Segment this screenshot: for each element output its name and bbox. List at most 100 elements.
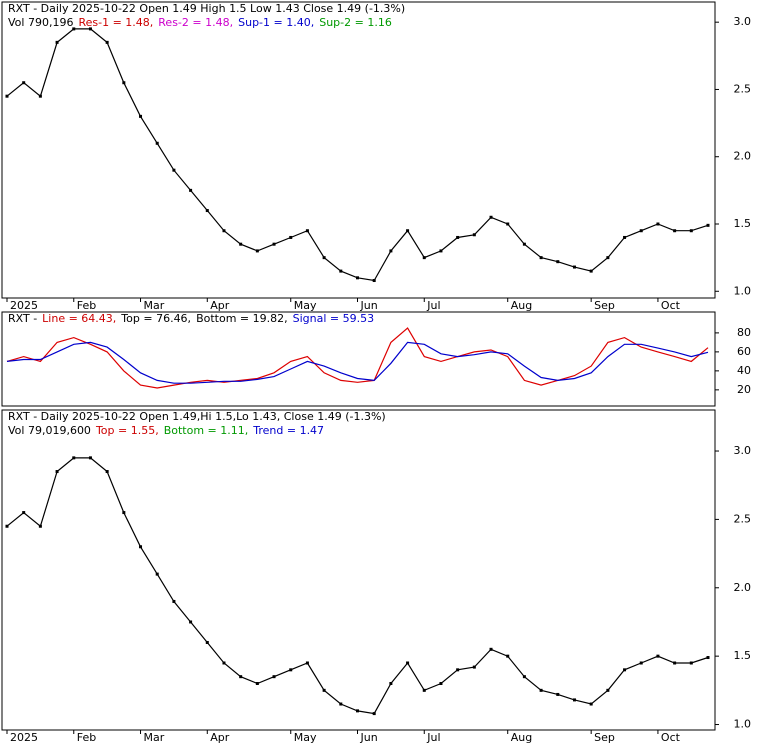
price-mark: [356, 276, 359, 280]
x-tick-label: Apr: [210, 731, 230, 744]
x-tick-label: May: [294, 299, 317, 312]
y-tick-label: 2.5: [734, 82, 752, 95]
price-mark: [305, 661, 309, 665]
price-mark: [172, 168, 176, 172]
x-tick-label: 2025: [10, 299, 38, 312]
price-mark: [673, 229, 677, 233]
x-tick-label: Oct: [661, 731, 681, 744]
header-text: Signal = 59.53: [293, 312, 375, 325]
x-tick-label: Mar: [144, 731, 165, 744]
header-text: Line = 64.43,: [42, 312, 116, 325]
price-mark: [88, 27, 92, 31]
price-mark: [673, 661, 677, 665]
price-mark: [489, 647, 493, 651]
series-line: [6, 341, 709, 384]
price-mark: [322, 256, 326, 260]
price-mark: [589, 269, 593, 273]
price-mark: [205, 209, 209, 213]
price-mark: [55, 40, 59, 44]
y-tick-label: 3.0: [734, 15, 752, 28]
price-mark: [255, 249, 259, 253]
price-mark: [222, 229, 226, 233]
price-mark: [472, 665, 476, 669]
price-mark: [606, 688, 610, 692]
price-mark: [272, 675, 276, 679]
header-text: Res-2 = 1.48,: [158, 16, 233, 29]
price-mark: [139, 114, 143, 118]
price-mark: [189, 188, 193, 192]
price-mark: [289, 235, 293, 239]
price-mark: [139, 545, 143, 549]
price-mark: [406, 661, 410, 665]
x-tick-label: Jul: [426, 731, 440, 744]
panel-frame: [1, 1, 716, 299]
price-mark: [656, 654, 660, 658]
price-mark: [38, 94, 42, 98]
price-mark: [372, 712, 376, 716]
price-mark: [189, 620, 193, 624]
y-tick-label: 60: [737, 345, 751, 358]
header-text: Bottom = 1.11,: [164, 424, 249, 437]
price-mark: [406, 229, 410, 233]
price-mark: [339, 702, 343, 706]
price-mark: [222, 661, 226, 665]
y-tick-label: 1.0: [734, 284, 752, 297]
header-text: RXT -: [8, 312, 37, 325]
panel-frame: [1, 311, 716, 407]
price-mark: [506, 222, 510, 226]
price-mark: [456, 668, 460, 672]
header-text: Res-1 = 1.48,: [78, 16, 153, 29]
price-mark: [572, 265, 576, 269]
y-tick-label: 1.5: [734, 217, 752, 230]
price-mark: [422, 688, 426, 692]
price-mark: [55, 470, 59, 474]
x-tick-label: Jul: [426, 299, 440, 312]
x-tick-label: Jun: [360, 731, 378, 744]
x-tick-label: 2025: [10, 731, 38, 744]
price-mark: [572, 698, 576, 702]
price-mark: [439, 249, 443, 253]
price-mark: [105, 40, 109, 44]
header-text: Vol 790,196: [8, 16, 73, 29]
x-tick-label: May: [294, 731, 317, 744]
x-tick-label: Apr: [210, 299, 230, 312]
price-mark: [439, 682, 443, 686]
price-mark: [22, 81, 26, 85]
header-text: Sup-1 = 1.40,: [238, 16, 314, 29]
header-text: RXT - Daily 2025-10-22 Open 1.49 High 1.…: [8, 2, 405, 15]
price-mark: [389, 249, 393, 253]
header-text: Vol 79,019,600: [8, 424, 91, 437]
price-mark: [339, 269, 343, 273]
x-tick-label: Mar: [144, 299, 165, 312]
price-mark: [656, 222, 660, 226]
y-tick-label: 3.0: [734, 444, 752, 457]
y-tick-label: 2.0: [734, 581, 752, 594]
price-mark: [556, 692, 560, 696]
price-mark: [623, 235, 627, 239]
price-mark: [539, 688, 543, 692]
header-text: Bottom = 19.82,: [196, 312, 288, 325]
price-mark: [706, 656, 710, 660]
x-tick-label: Aug: [511, 731, 532, 744]
price-mark: [239, 675, 243, 679]
price-mark: [122, 81, 126, 85]
price-mark: [506, 654, 510, 658]
price-mark: [105, 470, 109, 474]
price-mark: [272, 242, 276, 246]
header-text: Sup-2 = 1.16: [319, 16, 392, 29]
y-tick-label: 2.0: [734, 150, 752, 163]
price-mark: [389, 682, 393, 686]
header-text: RXT - Daily 2025-10-22 Open 1.49,Hi 1.5,…: [8, 410, 386, 423]
price-mark: [305, 229, 309, 233]
price-mark: [589, 702, 593, 706]
price-mark: [155, 572, 159, 576]
y-tick-label: 1.5: [734, 649, 752, 662]
price-mark: [205, 640, 209, 644]
x-tick-label: Aug: [511, 299, 532, 312]
price-mark: [72, 456, 76, 460]
price-mark: [556, 260, 560, 264]
price-mark: [122, 511, 126, 515]
price-mark: [88, 456, 92, 460]
price-mark: [623, 668, 627, 672]
